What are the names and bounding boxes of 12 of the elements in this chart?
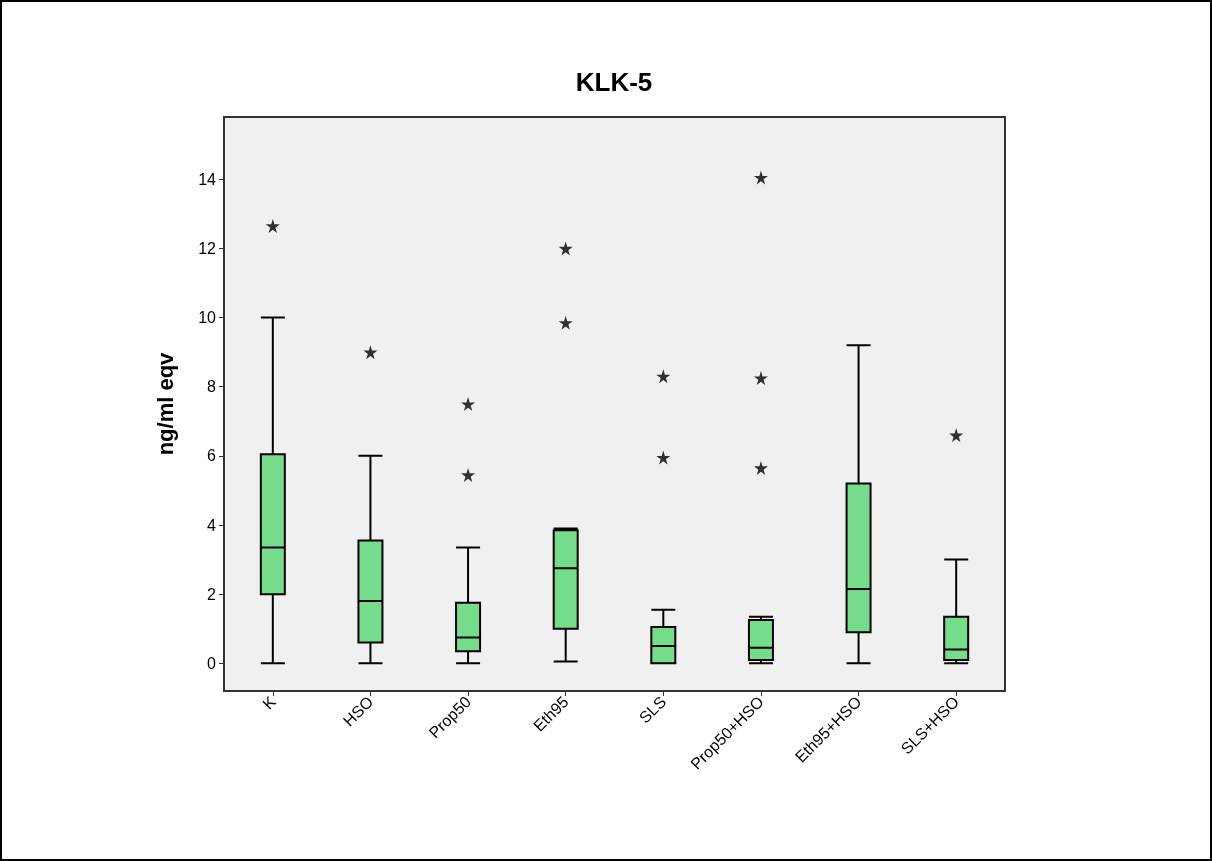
y-tick-label: 12	[198, 239, 217, 257]
y-tick-label: 2	[207, 585, 217, 603]
y-tick-label: 6	[207, 447, 217, 465]
y-tick-label: 4	[207, 516, 217, 534]
y-axis-title: ng/ml eqv	[152, 351, 178, 456]
x-tick-label: SLS	[635, 692, 670, 727]
y-tick-label: 14	[198, 170, 217, 188]
x-tick-label: K	[259, 692, 280, 713]
y-tick-label: 8	[207, 378, 217, 396]
chart-title: KLK-5	[575, 67, 653, 97]
y-tick-label: 0	[207, 654, 217, 672]
y-tick-label: 10	[198, 309, 217, 327]
